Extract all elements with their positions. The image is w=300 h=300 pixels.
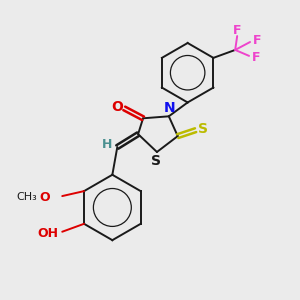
Text: CH₃: CH₃ — [16, 192, 37, 202]
Text: F: F — [252, 51, 260, 64]
Text: OH: OH — [38, 227, 59, 240]
Text: S: S — [199, 122, 208, 136]
Text: O: O — [39, 190, 50, 204]
Text: O: O — [111, 100, 123, 114]
Text: N: N — [164, 101, 176, 116]
Text: S: S — [151, 154, 161, 168]
Text: F: F — [253, 34, 261, 46]
Text: F: F — [233, 24, 242, 37]
Text: H: H — [102, 138, 112, 151]
